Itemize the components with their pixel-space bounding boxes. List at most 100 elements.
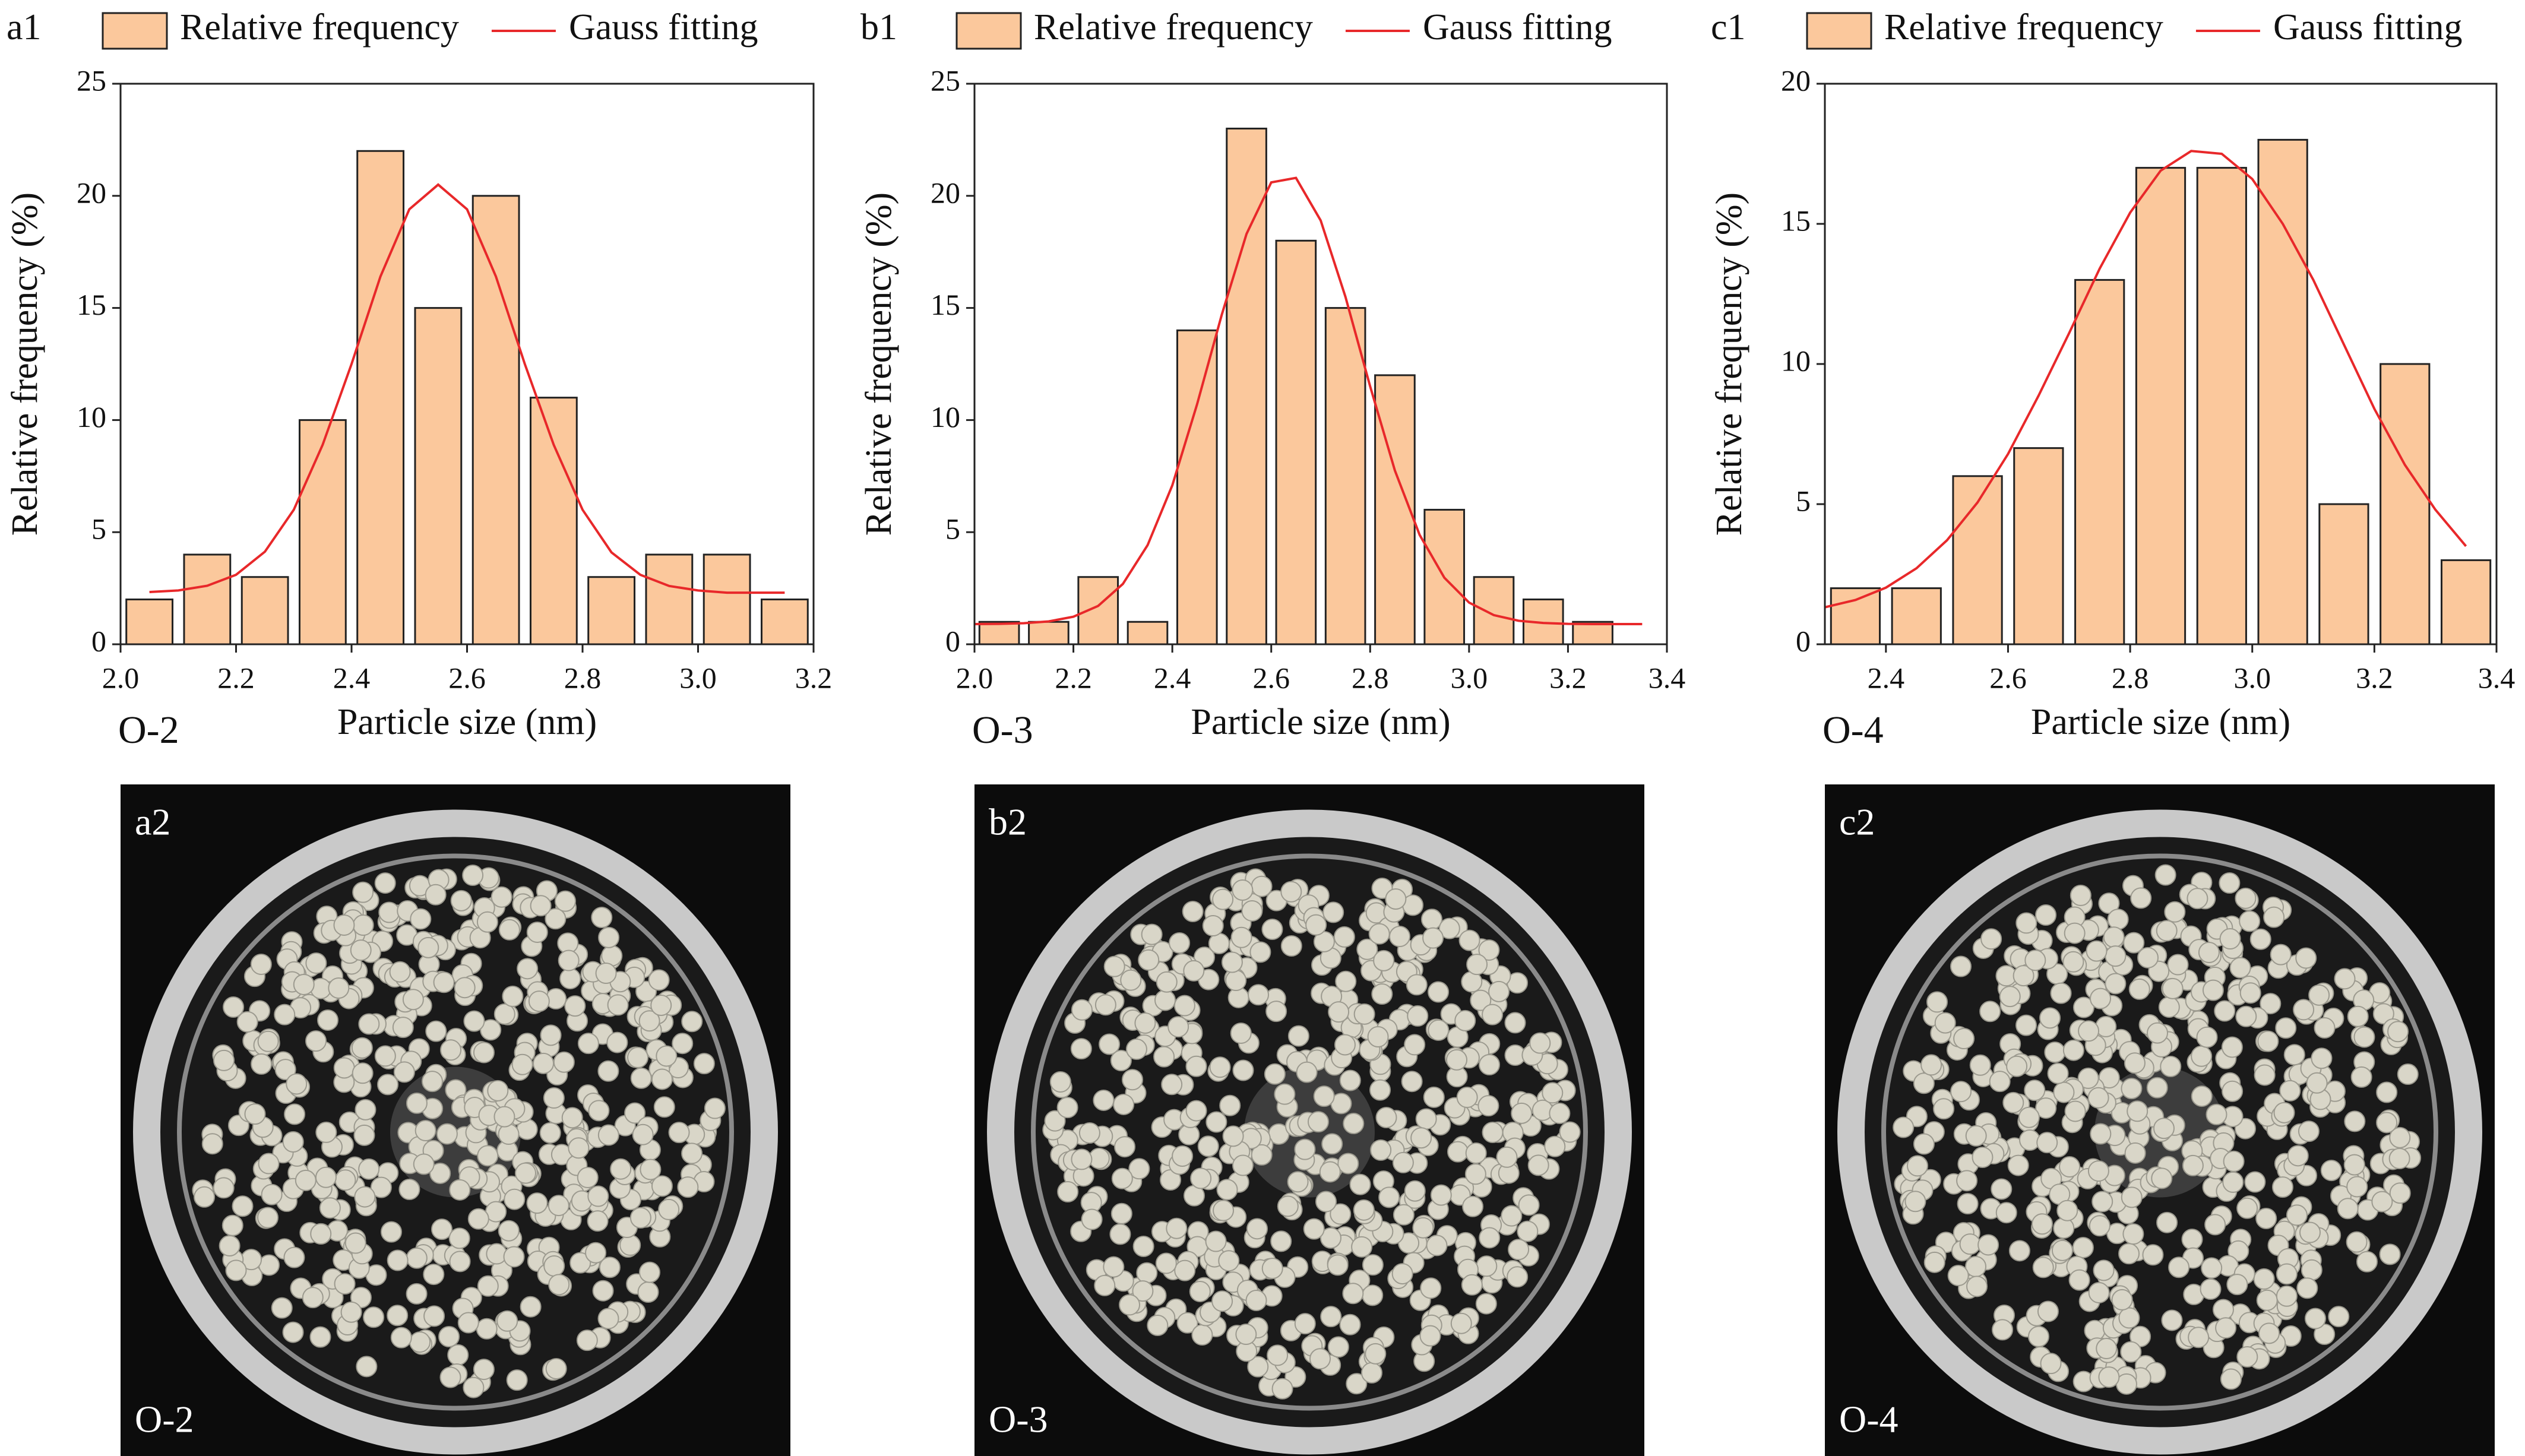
legend-swatch	[102, 12, 168, 50]
bead	[597, 1124, 619, 1146]
bead	[219, 1235, 241, 1256]
bead	[2311, 1047, 2333, 1069]
bead	[1287, 1171, 1309, 1193]
bead	[1305, 914, 1327, 936]
bead	[1230, 1022, 1252, 1044]
bead	[1335, 970, 1357, 992]
bead	[305, 952, 327, 974]
bead	[1319, 1161, 1341, 1183]
bead	[354, 1186, 376, 1208]
bead	[2062, 951, 2084, 973]
bead	[1114, 1136, 1136, 1158]
bead	[2227, 1240, 2249, 1262]
bead	[1923, 1251, 1945, 1273]
bar	[2074, 278, 2125, 645]
bead	[414, 1120, 436, 1142]
bead	[2120, 1341, 2142, 1363]
bead	[2271, 1176, 2293, 1198]
bead	[406, 1283, 428, 1305]
bead	[1169, 932, 1191, 954]
bead	[2276, 1263, 2298, 1285]
bead	[2212, 1299, 2234, 1321]
bead	[2223, 1150, 2245, 1172]
bead	[1119, 1294, 1141, 1316]
bead	[1070, 1038, 1092, 1060]
bar	[587, 576, 636, 645]
bead	[1251, 875, 1273, 897]
bead	[1296, 1061, 1318, 1083]
bead	[2387, 1021, 2409, 1043]
bead	[2072, 1236, 2094, 1258]
bead	[467, 1208, 489, 1230]
bead	[1182, 900, 1204, 922]
bead	[632, 1123, 654, 1145]
bead	[358, 1158, 380, 1180]
bead	[2002, 1091, 2024, 1113]
bead	[390, 1327, 412, 1349]
bead	[2098, 892, 2120, 914]
bead	[454, 977, 476, 999]
bead	[2222, 1080, 2244, 1102]
bead	[377, 1074, 399, 1096]
bead	[2111, 1289, 2133, 1311]
bead	[1529, 1032, 1551, 1054]
bead	[1081, 1208, 1103, 1230]
bead	[213, 1049, 235, 1071]
bead	[258, 1254, 280, 1276]
bead	[2087, 1160, 2109, 1182]
bead	[1518, 1194, 1540, 1216]
bead	[2279, 1080, 2301, 1102]
bead	[564, 995, 586, 1017]
bead	[545, 908, 567, 930]
bead	[650, 994, 672, 1016]
bead	[2202, 979, 2224, 1001]
bead	[2222, 1171, 2244, 1193]
bead	[2270, 944, 2292, 966]
bead	[1235, 1324, 1257, 1346]
bar	[1572, 621, 1613, 645]
bead	[506, 1369, 528, 1391]
bead	[2164, 901, 2186, 923]
bead	[1122, 1069, 1144, 1091]
bead	[1321, 1133, 1343, 1155]
bead	[1412, 1217, 1434, 1239]
bead	[1261, 919, 1283, 941]
bead	[2103, 926, 2125, 948]
bar	[356, 150, 405, 645]
bead	[201, 1133, 223, 1155]
bead	[1099, 1033, 1121, 1055]
bead	[1913, 1072, 1935, 1094]
bead	[517, 958, 539, 980]
bead	[2098, 1067, 2120, 1089]
bead	[2127, 1100, 2149, 1122]
bead	[2257, 1030, 2279, 1052]
bead	[1093, 1089, 1115, 1111]
bead	[1966, 1275, 1988, 1297]
bead	[477, 1275, 499, 1297]
bead	[409, 1331, 431, 1353]
bead	[1271, 1378, 1293, 1400]
bead	[358, 1013, 380, 1035]
plot-frame	[973, 83, 1668, 645]
bead	[2070, 884, 2091, 906]
bead	[1385, 888, 1407, 910]
bead	[1501, 1205, 1523, 1227]
bead	[2118, 1243, 2140, 1265]
bead	[1947, 1265, 1969, 1287]
bead	[1071, 999, 1093, 1021]
bead	[1392, 1151, 1414, 1173]
bead	[2032, 1256, 2054, 1278]
bead	[2263, 906, 2285, 928]
bead	[2253, 1268, 2275, 1290]
bar	[1077, 576, 1119, 645]
bead	[2191, 1045, 2213, 1067]
bead	[2036, 1132, 2058, 1154]
bead	[599, 1256, 621, 1278]
bead	[2053, 1081, 2075, 1103]
bead	[417, 936, 439, 958]
bead	[1389, 926, 1411, 948]
bead	[261, 1183, 283, 1205]
bead	[1420, 909, 1442, 930]
bead	[315, 1121, 337, 1143]
